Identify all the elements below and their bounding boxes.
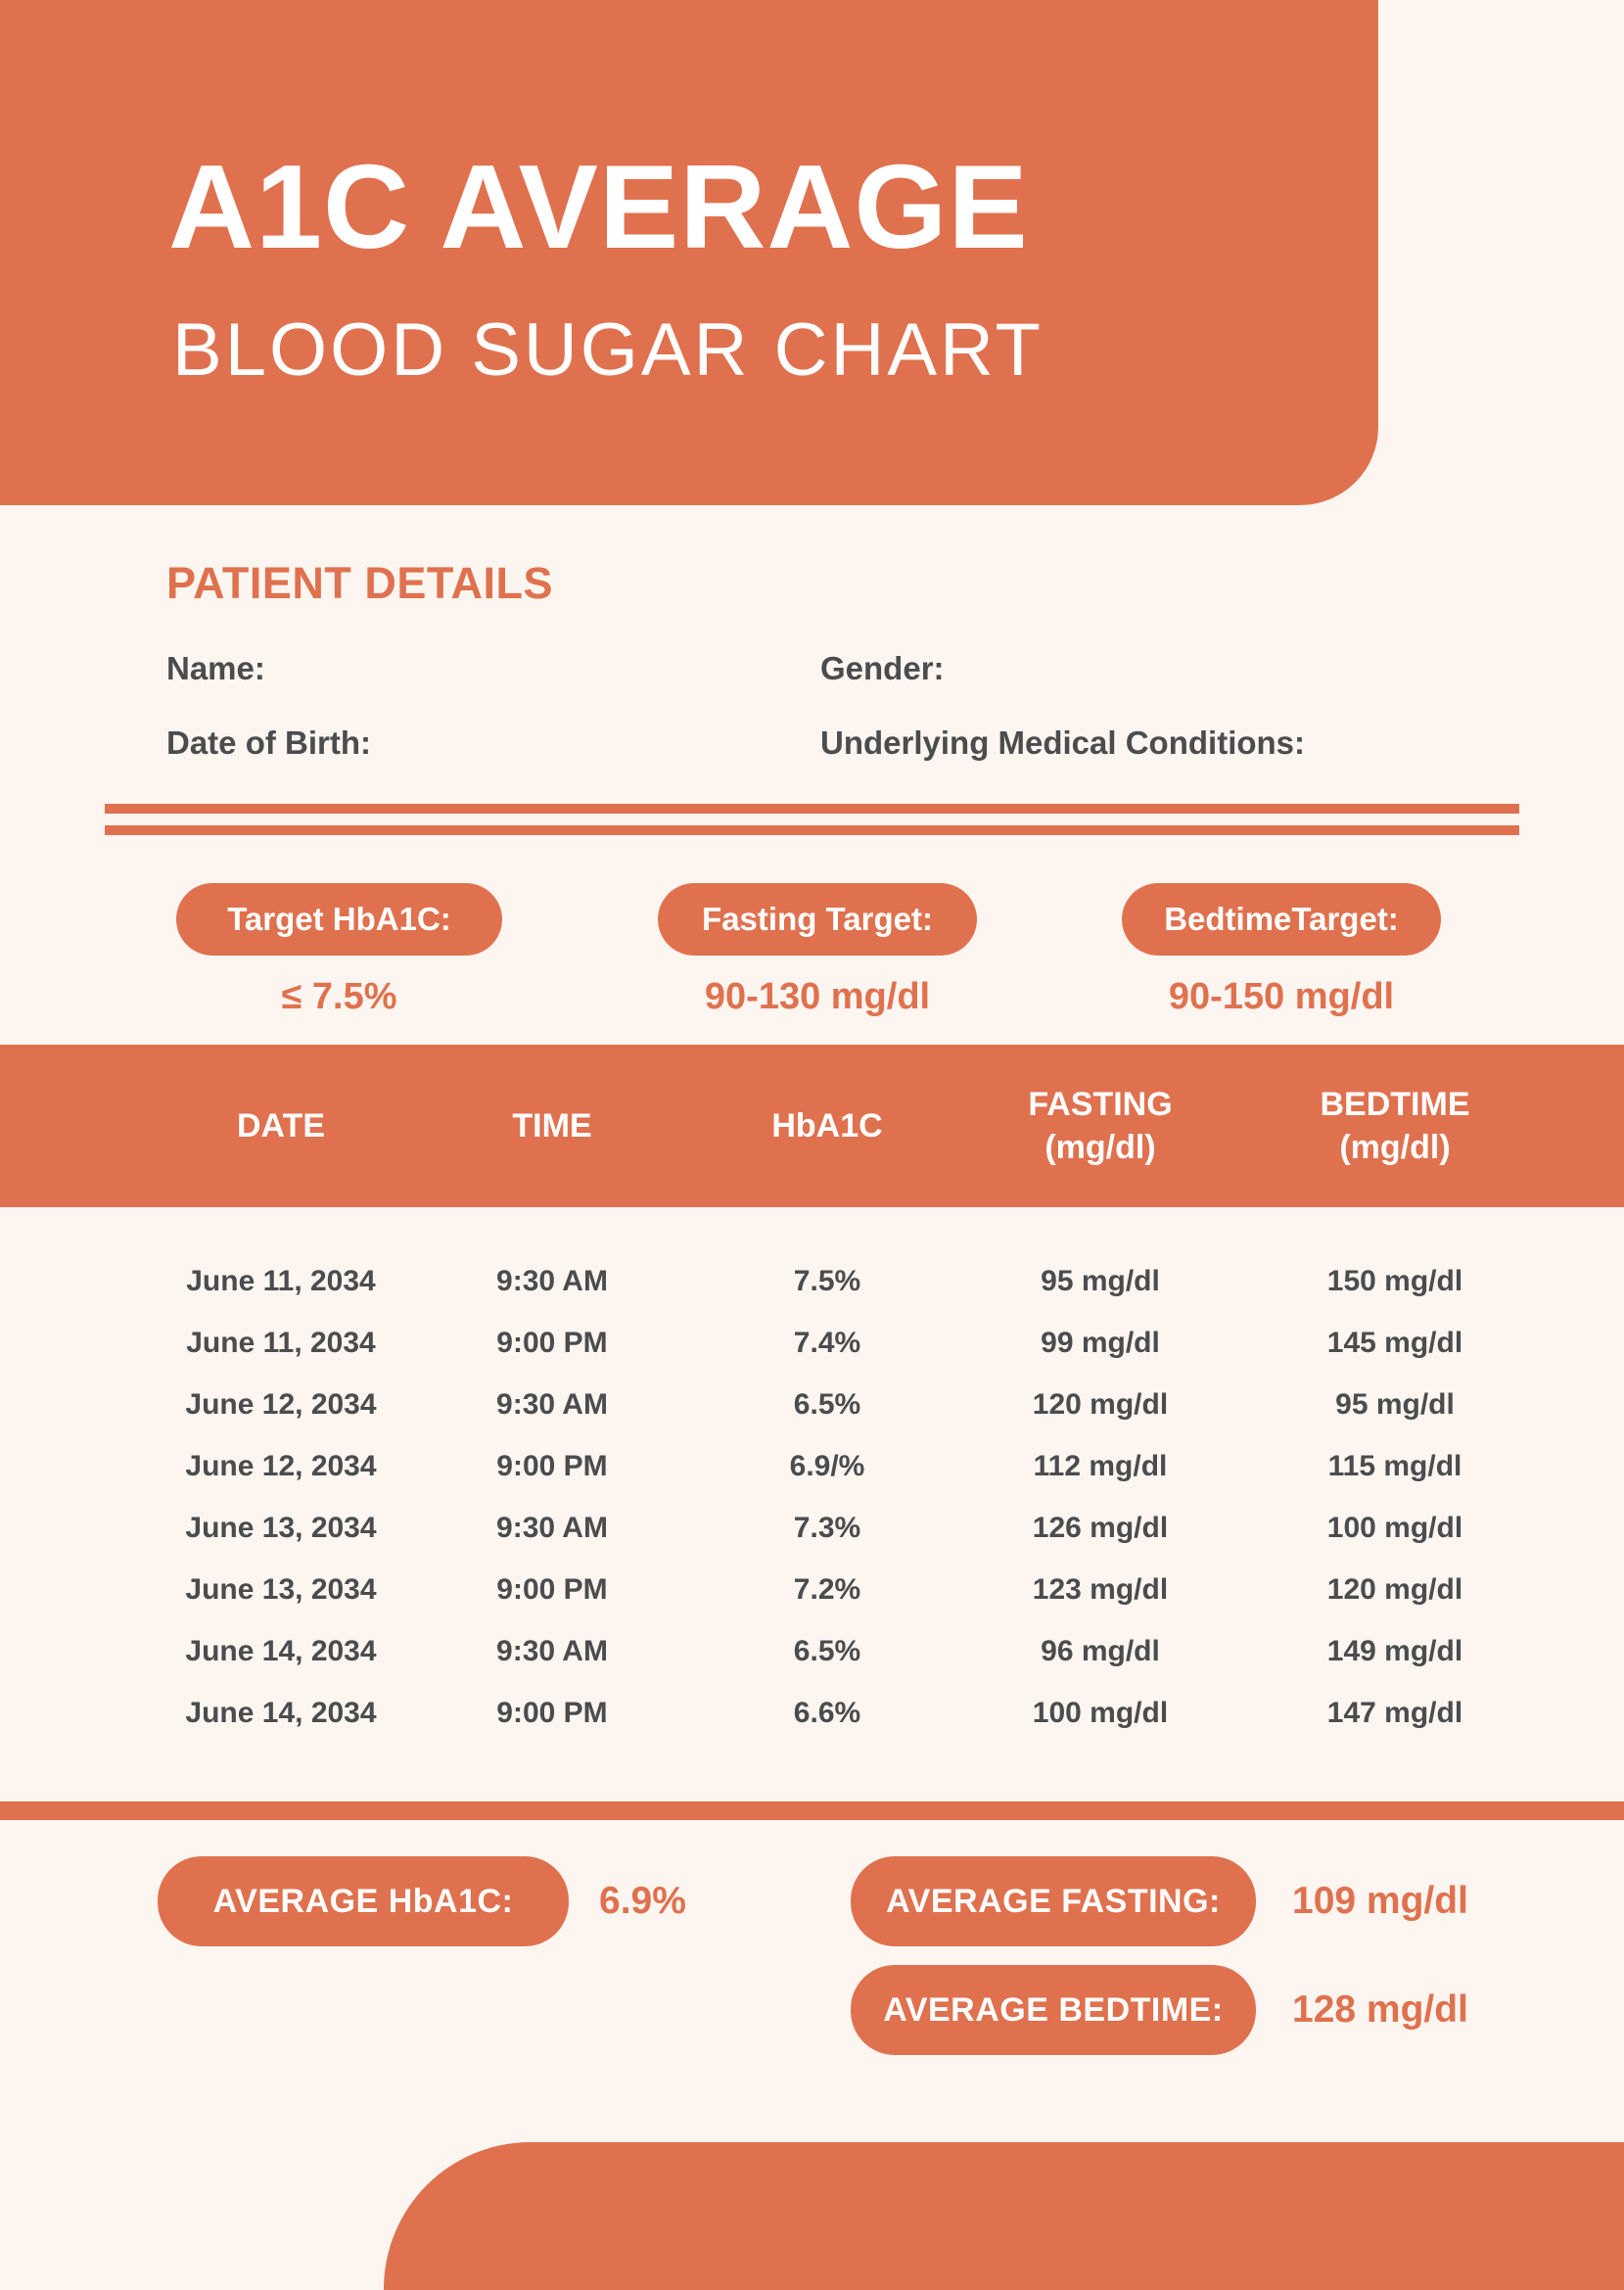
fasting-target-pill: Fasting Target: xyxy=(658,883,977,956)
table-row: June 12, 2034 9:00 PM 6.9/% 112 mg/dl 11… xyxy=(0,1435,1624,1497)
cell-hba1c: 6.5% xyxy=(793,1634,861,1667)
column-header-bedtime: BEDTIME (mg/dl) xyxy=(1320,1086,1470,1166)
table-header: DATE TIME HbA1C FASTING (mg/dl) BEDTIME (m… xyxy=(0,1045,1624,1207)
table-row: June 14, 2034 9:30 AM 6.5% 96 mg/dl 149 … xyxy=(0,1620,1624,1682)
cell-fasting: 95 mg/dl xyxy=(1041,1264,1160,1297)
cell-fasting: 120 mg/dl xyxy=(1032,1387,1169,1421)
table-row: June 13, 2034 9:30 AM 7.3% 126 mg/dl 100… xyxy=(0,1497,1624,1559)
cell-date: June 13, 2034 xyxy=(185,1511,377,1544)
table-row: June 14, 2034 9:00 PM 6.6% 100 mg/dl 147… xyxy=(0,1682,1624,1744)
table-body: June 11, 2034 9:30 AM 7.5% 95 mg/dl 150 … xyxy=(0,1250,1624,1744)
target-hba1c-value: ≤ 7.5% xyxy=(281,975,397,1017)
cell-time: 9:00 PM xyxy=(496,1449,608,1482)
divider-line-bottom xyxy=(105,825,1519,835)
average-fasting-label: AVERAGE FASTING: xyxy=(886,1882,1221,1920)
cell-time: 9:00 PM xyxy=(496,1572,608,1606)
fasting-target-value: 90-130 mg/dl xyxy=(704,975,931,1017)
cell-time: 9:00 PM xyxy=(496,1326,608,1359)
table-row: June 11, 2034 9:30 AM 7.5% 95 mg/dl 150 … xyxy=(0,1250,1624,1312)
cell-bedtime: 150 mg/dl xyxy=(1326,1264,1463,1297)
cell-hba1c: 7.4% xyxy=(793,1326,861,1359)
average-fasting-pill: AVERAGE FASTING: xyxy=(851,1856,1256,1946)
gender-label: Gender: xyxy=(820,650,945,686)
average-bedtime-pill: AVERAGE BEDTIME: xyxy=(851,1965,1256,2055)
bedtime-target-value: 90-150 mg/dl xyxy=(1168,975,1395,1017)
cell-fasting: 96 mg/dl xyxy=(1041,1634,1160,1667)
cell-fasting: 126 mg/dl xyxy=(1032,1511,1169,1544)
page-title: A1C AVERAGE xyxy=(168,140,1029,273)
cell-fasting: 100 mg/dl xyxy=(1032,1696,1169,1729)
table-row: June 12, 2034 9:30 AM 6.5% 120 mg/dl 95 … xyxy=(0,1374,1624,1435)
cell-bedtime: 149 mg/dl xyxy=(1326,1634,1463,1667)
average-hba1c-pill: AVERAGE HbA1C: xyxy=(158,1856,569,1946)
cell-hba1c: 6.9/% xyxy=(789,1449,865,1482)
cell-date: June 12, 2034 xyxy=(185,1449,377,1482)
date-of-birth-label: Date of Birth: xyxy=(166,724,371,761)
cell-fasting: 112 mg/dl xyxy=(1033,1449,1168,1482)
cell-time: 9:00 PM xyxy=(496,1696,608,1729)
table-row: June 11, 2034 9:00 PM 7.4% 99 mg/dl 145 … xyxy=(0,1312,1624,1374)
cell-hba1c: 6.5% xyxy=(793,1387,861,1421)
cell-bedtime: 95 mg/dl xyxy=(1335,1387,1455,1421)
page-subtitle: BLOOD SUGAR CHART xyxy=(172,308,1044,392)
section-divider-bar xyxy=(0,1801,1624,1820)
average-hba1c-value: 6.9% xyxy=(599,1880,686,1922)
bedtime-target-pill: BedtimeTarget: xyxy=(1122,883,1441,956)
name-label: Name: xyxy=(166,650,265,686)
cell-date: June 14, 2034 xyxy=(185,1634,377,1667)
cell-hba1c: 7.2% xyxy=(793,1572,861,1606)
average-bedtime-label: AVERAGE BEDTIME: xyxy=(883,1990,1224,2029)
cell-hba1c: 7.5% xyxy=(793,1264,861,1297)
cell-date: June 11, 2034 xyxy=(186,1264,376,1297)
column-header-time: TIME xyxy=(512,1107,592,1145)
cell-date: June 14, 2034 xyxy=(185,1696,377,1729)
target-hba1c-label: Target HbA1C: xyxy=(227,901,451,937)
cell-bedtime: 145 mg/dl xyxy=(1326,1326,1463,1359)
cell-date: June 13, 2034 xyxy=(185,1572,377,1606)
cell-date: June 11, 2034 xyxy=(186,1326,376,1359)
footer-banner xyxy=(384,2142,1624,2290)
medical-conditions-label: Underlying Medical Conditions: xyxy=(820,724,1306,761)
patient-details-heading: PATIENT DETAILS xyxy=(166,558,553,608)
cell-bedtime: 120 mg/dl xyxy=(1326,1572,1463,1606)
bedtime-target-label: BedtimeTarget: xyxy=(1164,901,1399,937)
fasting-target-label: Fasting Target: xyxy=(702,901,933,937)
average-hba1c-label: AVERAGE HbA1C: xyxy=(212,1882,514,1920)
column-header-date: DATE xyxy=(236,1107,326,1145)
average-bedtime-value: 128 mg/dl xyxy=(1292,1988,1468,2031)
cell-fasting: 99 mg/dl xyxy=(1041,1326,1160,1359)
table-row: June 13, 2034 9:00 PM 7.2% 123 mg/dl 120… xyxy=(0,1559,1624,1620)
cell-time: 9:30 AM xyxy=(496,1264,608,1297)
cell-hba1c: 6.6% xyxy=(793,1696,861,1729)
cell-bedtime: 115 mg/dl xyxy=(1327,1449,1462,1482)
cell-fasting: 123 mg/dl xyxy=(1032,1572,1169,1606)
cell-time: 9:30 AM xyxy=(496,1511,608,1544)
divider-line-top xyxy=(105,804,1519,814)
cell-bedtime: 147 mg/dl xyxy=(1326,1696,1463,1729)
cell-bedtime: 100 mg/dl xyxy=(1326,1511,1463,1544)
cell-time: 9:30 AM xyxy=(496,1387,608,1421)
column-header-fasting: FASTING (mg/dl) xyxy=(1028,1086,1173,1166)
average-fasting-value: 109 mg/dl xyxy=(1292,1880,1468,1922)
column-header-hba1c: HbA1C xyxy=(771,1107,883,1145)
cell-date: June 12, 2034 xyxy=(185,1387,377,1421)
cell-time: 9:30 AM xyxy=(496,1634,608,1667)
cell-hba1c: 7.3% xyxy=(793,1511,861,1544)
header-banner: A1C AVERAGE BLOOD SUGAR CHART xyxy=(0,0,1378,505)
target-hba1c-pill: Target HbA1C: xyxy=(176,883,502,956)
